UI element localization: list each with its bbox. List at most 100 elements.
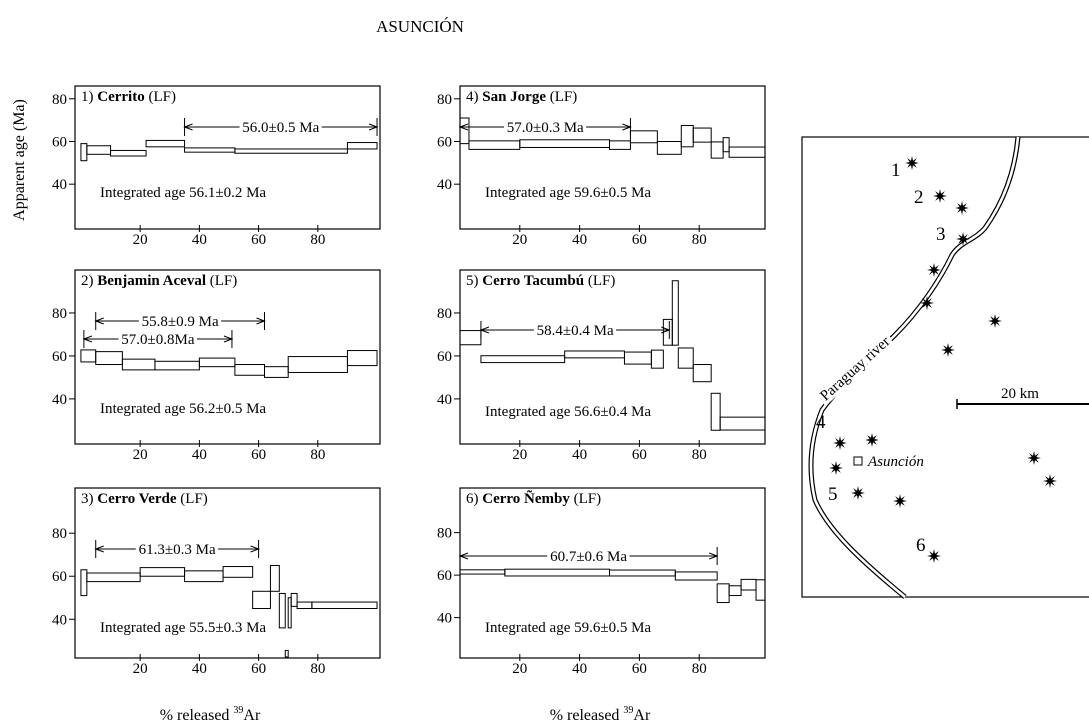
- age-spectrum-panel: 1) Cerrito (LF) 40 60 80 20 40 60 80 56.0±0.5 Ma…: [52, 85, 381, 248]
- river-inner: [809, 136, 1020, 599]
- panel-frame: [74, 487, 381, 659]
- y-tick-label: 40: [437, 611, 452, 627]
- age-step: [728, 585, 742, 597]
- age-step: [519, 139, 611, 148]
- age-step: [278, 592, 286, 629]
- age-step: [650, 349, 664, 369]
- plateau-label: 57.0±0.3 Ma: [507, 120, 584, 136]
- panel-suffix: (LF): [148, 89, 176, 105]
- site-star: [988, 314, 1002, 328]
- age-step: [680, 124, 694, 148]
- y-tick-label: 60: [437, 134, 452, 150]
- age-step: [264, 366, 289, 378]
- site-star: [829, 461, 843, 475]
- panel-frame: [74, 85, 381, 230]
- x-tick-label: 80: [310, 232, 325, 248]
- age-step: [728, 146, 766, 158]
- age-step: [184, 147, 236, 153]
- panel-title: 2) Benjamin Aceval (LF): [81, 273, 237, 289]
- panel-title: 4) San Jorge (LF): [466, 89, 577, 105]
- age-step: [674, 571, 718, 581]
- panel-suffix: (LF): [180, 491, 208, 507]
- age-step: [692, 127, 712, 143]
- integrated-age: Integrated age 59.6±0.5 Ma: [485, 185, 651, 201]
- age-step: [234, 148, 348, 154]
- panel-title: 3) Cerro Verde (LF): [81, 491, 208, 507]
- site-label: 5: [828, 484, 838, 505]
- panel-name: Benjamin Aceval: [97, 273, 206, 289]
- panel-name: San Jorge: [482, 89, 546, 105]
- site-star: [941, 343, 955, 357]
- x-axis-label-sup: 39: [233, 705, 243, 716]
- age-step: [234, 364, 266, 376]
- x-tick-label: 40: [572, 232, 587, 248]
- x-tick-label: 80: [692, 232, 707, 248]
- x-tick-label: 60: [251, 661, 266, 677]
- y-tick-label: 40: [52, 392, 67, 408]
- age-step: [346, 142, 378, 150]
- panel-frame: [459, 269, 766, 445]
- plateau-label: 57.0±0.8Ma: [121, 332, 195, 348]
- age-spectrum-panel: 6) Cerro Ñemby (LF) 40 60 80 20 40 60 80 60.7±0.…: [437, 487, 766, 677]
- panel-number: 2): [81, 273, 94, 289]
- age-step: [311, 601, 378, 610]
- x-tick-label: 80: [310, 661, 325, 677]
- age-step: [222, 566, 254, 578]
- age-step: [287, 597, 292, 629]
- age-step: [662, 318, 673, 346]
- age-step: [284, 649, 289, 658]
- age-step: [154, 360, 200, 371]
- panel-frame: [74, 269, 381, 445]
- panel-title: 1) Cerrito (LF): [81, 89, 176, 105]
- x-tick-label: 20: [133, 232, 148, 248]
- site-label: 4: [816, 412, 826, 433]
- integrated-age: Integrated age 59.6±0.5 Ma: [485, 620, 651, 636]
- age-spectrum-panel: 5) Cerro Tacumbú (LF) 40 60 80 20 40 60 80 58.4±…: [437, 269, 766, 463]
- river-label: Paraguay river: [817, 334, 893, 405]
- x-tick-label: 40: [572, 661, 587, 677]
- panel-number: 1): [81, 89, 94, 105]
- age-step: [716, 583, 730, 604]
- age-step: [86, 572, 141, 583]
- map-frame: [801, 136, 1089, 598]
- age-step: [296, 601, 313, 610]
- plateau-label: 61.3±0.3 Ma: [139, 542, 216, 558]
- y-tick-label: 80: [437, 306, 452, 322]
- y-tick-label: 80: [437, 92, 452, 108]
- site-label: 3: [936, 224, 946, 245]
- age-step: [287, 356, 348, 373]
- age-step: [80, 569, 88, 597]
- panel-title: 6) Cerro Ñemby (LF): [466, 489, 601, 507]
- age-step: [629, 130, 658, 144]
- site-star: [927, 549, 941, 563]
- site-star: [1043, 474, 1057, 488]
- y-tick-label: 60: [52, 569, 67, 585]
- x-tick-label: 40: [192, 232, 207, 248]
- panel-suffix: (LF): [574, 491, 602, 507]
- panel-suffix: (LF): [550, 89, 578, 105]
- y-tick-label: 80: [437, 526, 452, 542]
- age-spectrum-panel: 4) San Jorge (LF) 40 60 80 20 40 60 80 57.0±0.3 …: [437, 85, 766, 248]
- site-star: [1027, 451, 1041, 465]
- age-step: [719, 416, 766, 431]
- panel-name: Cerro Tacumbú: [482, 273, 584, 289]
- x-tick-label: 20: [133, 661, 148, 677]
- y-tick-label: 40: [52, 612, 67, 628]
- age-step: [468, 140, 521, 150]
- age-step: [139, 567, 186, 577]
- age-step: [740, 578, 757, 591]
- plateau-label: 60.7±0.6 Ma: [550, 549, 627, 565]
- x-tick-label: 20: [512, 232, 527, 248]
- x-tick-label: 60: [251, 447, 266, 463]
- y-tick-label: 60: [437, 568, 452, 584]
- x-axis-label-unit: Ar: [633, 707, 651, 724]
- x-tick-label: 20: [512, 447, 527, 463]
- plateau-label: 58.4±0.4 Ma: [537, 323, 614, 339]
- scale-label: 20 km: [1001, 386, 1039, 402]
- age-step: [95, 351, 123, 366]
- age-step: [609, 140, 631, 150]
- y-tick-label: 40: [437, 392, 452, 408]
- integrated-age: Integrated age 56.6±0.4 Ma: [485, 404, 651, 420]
- age-step: [504, 568, 611, 577]
- age-spectrum-panel: 2) Benjamin Aceval (LF) 40 60 80 20 40 60 80 55.…: [52, 269, 381, 463]
